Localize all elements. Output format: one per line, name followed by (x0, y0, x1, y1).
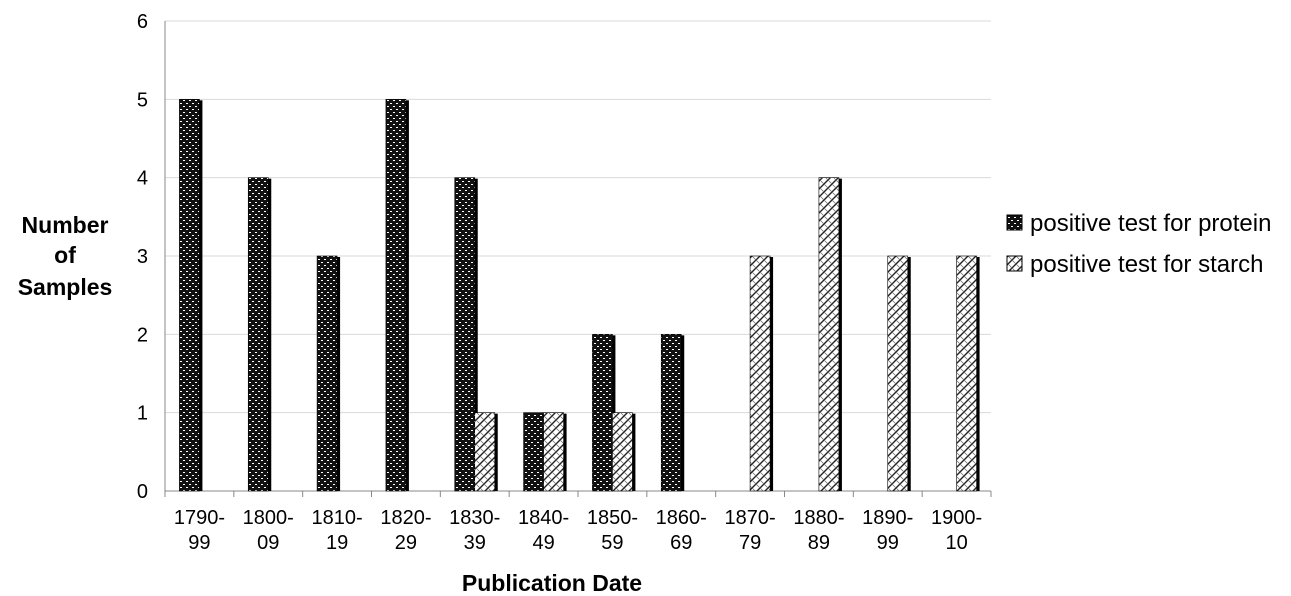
x-tick-label-9-0: 1880- (793, 507, 844, 529)
bar-body (316, 255, 338, 492)
bar-body (454, 177, 476, 492)
y-tick-label-0: 0 (137, 481, 148, 503)
bar-starch-5 (543, 412, 567, 492)
x-tick-label-4-0: 1830- (449, 507, 500, 529)
x-tick-labels: 1790- 99 1800- 09 1810- 19 1820- 29 1830- 39 1840-… (174, 507, 982, 554)
y-tick-label-1: 1 (137, 403, 148, 425)
x-tick-label-8-0: 1870- (725, 507, 776, 529)
x-tick-label-0-0: 1790- (174, 507, 225, 529)
bar-body (818, 177, 840, 492)
legend-item-starch: positive test for starch (1006, 251, 1263, 278)
y-axis-title-line-1: Number (22, 212, 109, 238)
bar-body (749, 255, 771, 492)
bar-protein-5 (523, 412, 547, 492)
y-axis-title-line-2: of (54, 242, 76, 268)
axes (164, 21, 992, 497)
x-tick-label-0-1: 99 (188, 532, 210, 554)
gridlines (165, 20, 991, 414)
bar-body (592, 334, 613, 492)
bar-protein-0 (179, 99, 203, 492)
x-tick-label-2-1: 19 (326, 532, 348, 554)
legend-label-protein: positive test for protein (1030, 210, 1271, 237)
legend-item-protein: positive test for protein (1006, 210, 1271, 237)
x-tick-label-4-1: 39 (464, 532, 486, 554)
x-tick-label-1-1: 09 (257, 532, 279, 554)
bar-body (660, 334, 682, 492)
bar-protein-3 (385, 99, 409, 492)
y-tick-label-6: 6 (137, 11, 148, 33)
bar-body (523, 412, 544, 492)
bar-body (474, 412, 496, 492)
x-tick-label-3-0: 1820- (380, 507, 431, 529)
y-axis-title-line-3: Samples (18, 274, 113, 300)
x-tick-label-2-0: 1810- (312, 507, 363, 529)
y-tick-label-3: 3 (137, 246, 148, 268)
x-tick-label-7-1: 69 (670, 532, 692, 554)
x-tick-label-7-0: 1860- (656, 507, 707, 529)
x-tick-label-9-1: 89 (808, 532, 830, 554)
legend-swatch-starch (1006, 255, 1023, 272)
bar-body (543, 412, 564, 492)
bar-body (247, 177, 269, 492)
x-tick-label-11-0: 1900- (931, 507, 982, 529)
bar-starch-4 (474, 412, 498, 492)
x-tick-label-8-1: 79 (739, 532, 761, 554)
bar-starch-9 (818, 177, 842, 492)
bars (179, 99, 980, 492)
x-tick-label-10-1: 99 (877, 532, 899, 554)
bar-protein-1 (247, 177, 272, 492)
x-tick-label-3-1: 29 (395, 532, 417, 554)
bar-body (887, 255, 909, 492)
bar-body (956, 255, 977, 492)
y-tick-label-4: 4 (137, 168, 148, 190)
bar-protein-4 (454, 177, 478, 492)
bar-starch-10 (887, 255, 911, 492)
y-tick-labels: 0 1 2 3 4 5 6 (137, 11, 148, 503)
y-tick-label-2: 2 (137, 324, 148, 346)
legend-swatch-protein (1006, 214, 1023, 231)
x-tick-label-6-1: 59 (601, 532, 623, 554)
bar-protein-7 (660, 334, 685, 492)
bar-starch-8 (749, 255, 774, 492)
y-tick-label-5: 5 (137, 89, 148, 111)
x-tick-label-6-0: 1850- (587, 507, 638, 529)
x-tick-label-5-1: 49 (532, 532, 554, 554)
bar-starch-11 (956, 255, 980, 492)
x-axis-title: Publication Date (462, 570, 642, 596)
bar-body (612, 412, 633, 492)
x-tick-label-10-0: 1890- (862, 507, 913, 529)
bar-starch-6 (612, 412, 636, 492)
x-tick-label-11-1: 10 (945, 532, 967, 554)
legend-label-starch: positive test for starch (1030, 251, 1263, 278)
legend: positive test for protein positive test … (1006, 210, 1271, 278)
x-tick-label-1-0: 1800- (243, 507, 294, 529)
bar-body (385, 99, 407, 492)
bar-body (179, 99, 200, 492)
bar-protein-2 (316, 255, 341, 492)
x-tick-label-5-0: 1840- (518, 507, 569, 529)
bar-protein-6 (592, 334, 616, 492)
